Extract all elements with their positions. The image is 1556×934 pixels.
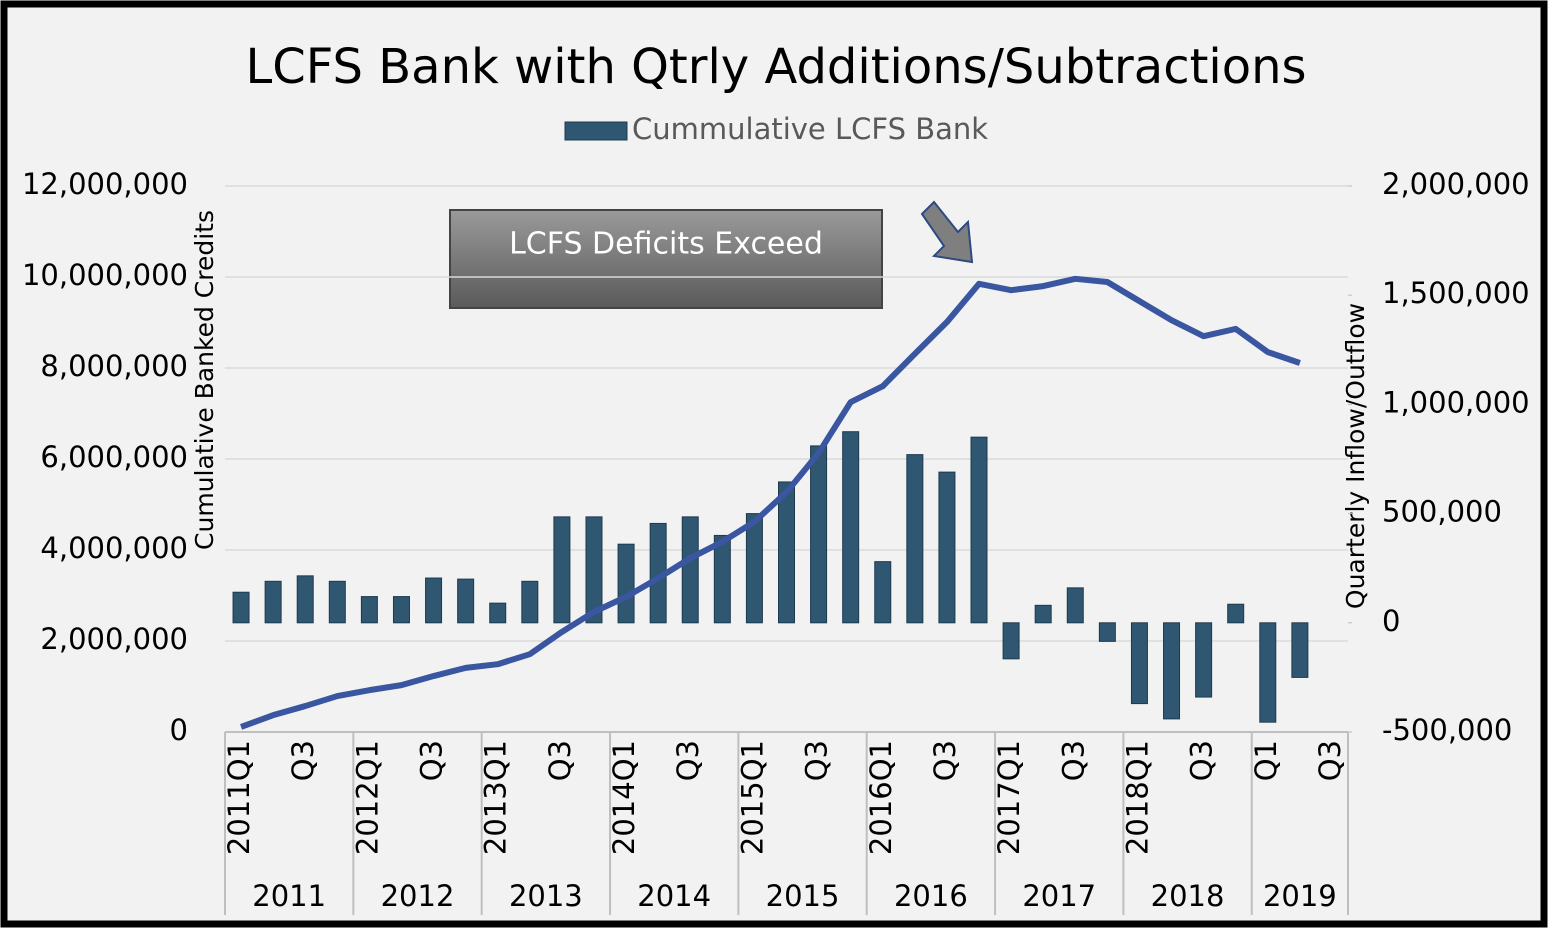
bar (745, 513, 763, 624)
x-tick-label: 2016Q1 (864, 740, 898, 855)
x-tick-label: Q3 (415, 740, 449, 781)
x-tick-label: 2014Q1 (607, 740, 641, 855)
x-tick-label: 2017Q1 (992, 740, 1026, 855)
legend: Cummulative LCFS Bank (564, 112, 988, 146)
y-tick-label: 0 (170, 713, 188, 747)
y-tick-label: 10,000,000 (22, 258, 188, 292)
y2-tick-label: 2,000,000 (1382, 167, 1530, 201)
bar (1195, 622, 1213, 698)
y-tick-label: 4,000,000 (40, 531, 188, 565)
x-group-label: 2015 (766, 879, 840, 913)
bar (1291, 622, 1309, 678)
bar (778, 481, 795, 624)
x-group-label: 2011 (252, 879, 326, 913)
bar (1034, 604, 1052, 624)
x-group-label: 2017 (1022, 879, 1096, 913)
bar (489, 602, 507, 624)
y-axis-label: Cumulative Banked Credits (190, 210, 219, 550)
bar (1002, 622, 1020, 660)
y-tick-label: 8,000,000 (40, 349, 188, 383)
bar (232, 591, 250, 624)
bar (425, 577, 443, 624)
x-group-label: 2016 (894, 879, 968, 913)
bar (296, 575, 314, 624)
x-tick-label: Q3 (543, 740, 577, 781)
bar (874, 561, 892, 624)
line (240, 275, 1301, 730)
bar (392, 596, 410, 624)
bar (521, 580, 539, 624)
bar (360, 596, 378, 624)
x-tick-label: 2015Q1 (735, 740, 769, 855)
y2-tick-label: -500,000 (1382, 713, 1512, 747)
x-tick-label: Q3 (1185, 740, 1219, 781)
y-tick-label: 6,000,000 (40, 440, 188, 474)
annotation: LCFS Deficits Exceed (509, 227, 823, 262)
bar (1098, 622, 1116, 642)
x-tick-label: 2018Q1 (1120, 740, 1154, 855)
x-tick-label: Q3 (928, 740, 962, 781)
x-tick-label: Q3 (800, 740, 834, 781)
bar (264, 580, 282, 624)
y2-tick-label: 0 (1382, 604, 1400, 638)
x-group-label: 2014 (637, 879, 711, 913)
x-tick-label: Q1 (1249, 740, 1283, 781)
annotation-box (449, 209, 883, 309)
bar (810, 445, 828, 624)
bar (585, 516, 603, 624)
bar (328, 580, 346, 624)
x-group-label: 2018 (1151, 879, 1225, 913)
bar (906, 454, 924, 624)
x-group-label: 2013 (509, 879, 583, 913)
x-group-label: 2019 (1263, 879, 1337, 913)
x-tick-label: Q3 (1313, 740, 1347, 781)
y-tick-label: 2,000,000 (40, 622, 188, 656)
y2-axis-label: Quarterly Inflow/Outflow (1341, 303, 1370, 609)
legend-label: Cummulative LCFS Bank (632, 112, 988, 146)
bar (842, 431, 860, 624)
x-tick-label: 2012Q1 (350, 740, 384, 855)
y2-tick-label: 1,000,000 (1382, 385, 1530, 419)
bar (553, 516, 571, 624)
x-group-label: 2012 (381, 879, 455, 913)
y-tick-label: 12,000,000 (22, 167, 188, 201)
y2-tick-label: 500,000 (1382, 495, 1502, 529)
x-tick-label: Q3 (671, 740, 705, 781)
bar (970, 436, 988, 624)
bar (1163, 622, 1181, 720)
arrow (920, 200, 974, 264)
bar (457, 578, 475, 624)
bar (681, 516, 699, 624)
bar (1259, 622, 1277, 723)
y2-tick-label: 1,500,000 (1382, 276, 1530, 310)
x-tick-label: Q3 (1056, 740, 1090, 781)
bar (713, 534, 731, 624)
x-tick-label: Q3 (286, 740, 320, 781)
bar (938, 471, 956, 624)
x-tick-label: 2011Q1 (222, 740, 256, 855)
x-tick-label: 2013Q1 (479, 740, 513, 855)
bar (1130, 622, 1148, 705)
chart-title: LCFS Bank with Qtrly Additions/Subtracti… (245, 39, 1306, 95)
bar (617, 543, 635, 624)
bar (1066, 587, 1084, 624)
legend-swatch (564, 121, 628, 141)
bar (1227, 603, 1245, 624)
